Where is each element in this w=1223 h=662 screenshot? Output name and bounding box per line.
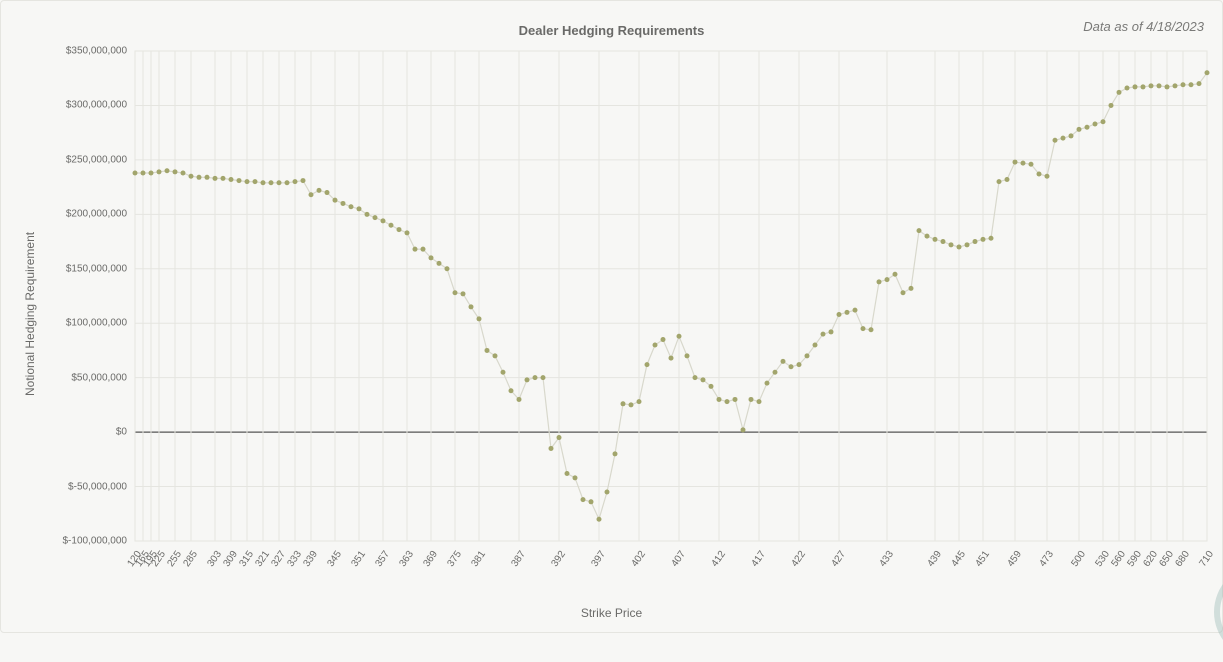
y-tick-label: $150,000,000 bbox=[1, 263, 127, 274]
y-tick-label: $50,000,000 bbox=[1, 372, 127, 383]
y-tick-label: $350,000,000 bbox=[1, 46, 127, 57]
y-tick-label: $-100,000,000 bbox=[1, 536, 127, 547]
y-tick-label: $-50,000,000 bbox=[1, 481, 127, 492]
y-tick-label: $200,000,000 bbox=[1, 209, 127, 220]
chart-plot bbox=[1, 1, 1223, 634]
y-tick-label: $250,000,000 bbox=[1, 154, 127, 165]
y-tick-label: $100,000,000 bbox=[1, 318, 127, 329]
y-tick-label: $0 bbox=[1, 427, 127, 438]
chart-container: Dealer Hedging Requirements Data as of 4… bbox=[0, 0, 1223, 633]
y-tick-label: $300,000,000 bbox=[1, 100, 127, 111]
